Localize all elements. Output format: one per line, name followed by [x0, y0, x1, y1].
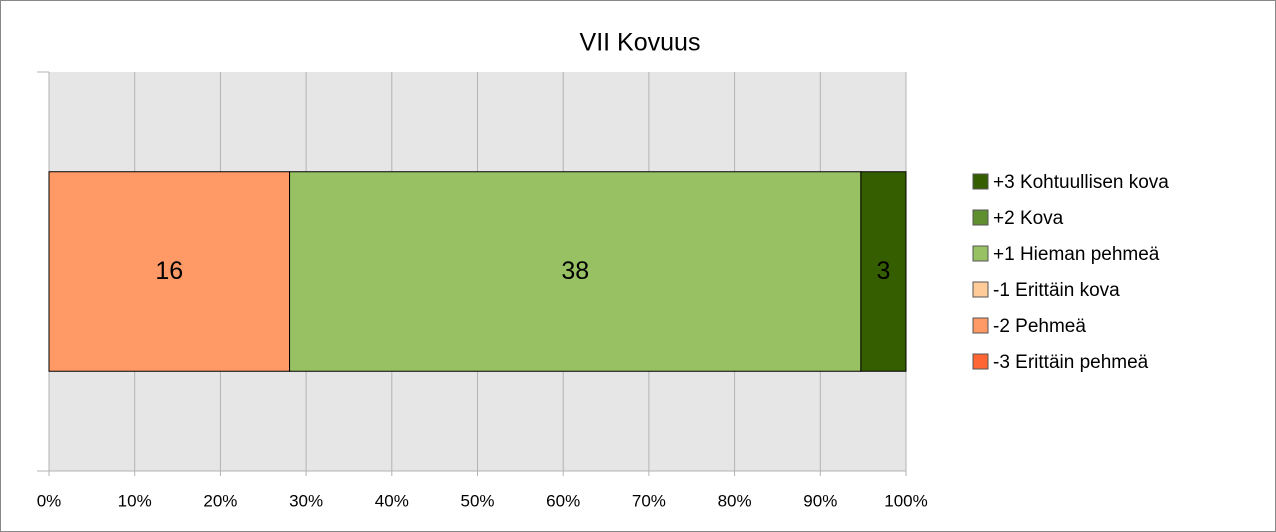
chart-title: VII Kovuus: [580, 29, 701, 57]
bar-segment: [860, 171, 907, 372]
legend-swatch: [972, 281, 989, 298]
bar-segment: [48, 171, 291, 372]
legend-swatch: [972, 245, 989, 262]
legend-label: +1 Hieman pehmeä: [993, 244, 1160, 265]
legend-swatch: [972, 317, 989, 334]
legend-swatch: [972, 353, 989, 370]
x-tick-label: 0%: [37, 491, 62, 510]
x-tick-label: 50%: [460, 491, 494, 510]
data-label: 38: [561, 257, 589, 285]
x-tick-label: 30%: [289, 491, 323, 510]
bar-segment: [289, 171, 862, 372]
legend-label: +2 Kova: [993, 208, 1064, 229]
x-tick-label: 20%: [203, 491, 237, 510]
data-label: 3: [876, 257, 890, 285]
x-tick-label: 40%: [375, 491, 409, 510]
x-tick-label: 90%: [803, 491, 837, 510]
legend-label: +3 Kohtuullisen kova: [993, 172, 1169, 193]
x-tick-label: 60%: [546, 491, 580, 510]
legend-swatch: [972, 209, 989, 226]
legend-label: -1 Erittäin kova: [993, 280, 1120, 301]
x-tick-label: 80%: [718, 491, 752, 510]
x-tick-label: 10%: [118, 491, 152, 510]
x-tick-label: 100%: [884, 491, 927, 510]
legend-label: -3 Erittäin pehmeä: [993, 352, 1149, 373]
data-label: 16: [155, 257, 183, 285]
legend-swatch: [972, 173, 989, 190]
x-tick-label: 70%: [632, 491, 666, 510]
legend-label: -2 Pehmeä: [993, 316, 1086, 337]
